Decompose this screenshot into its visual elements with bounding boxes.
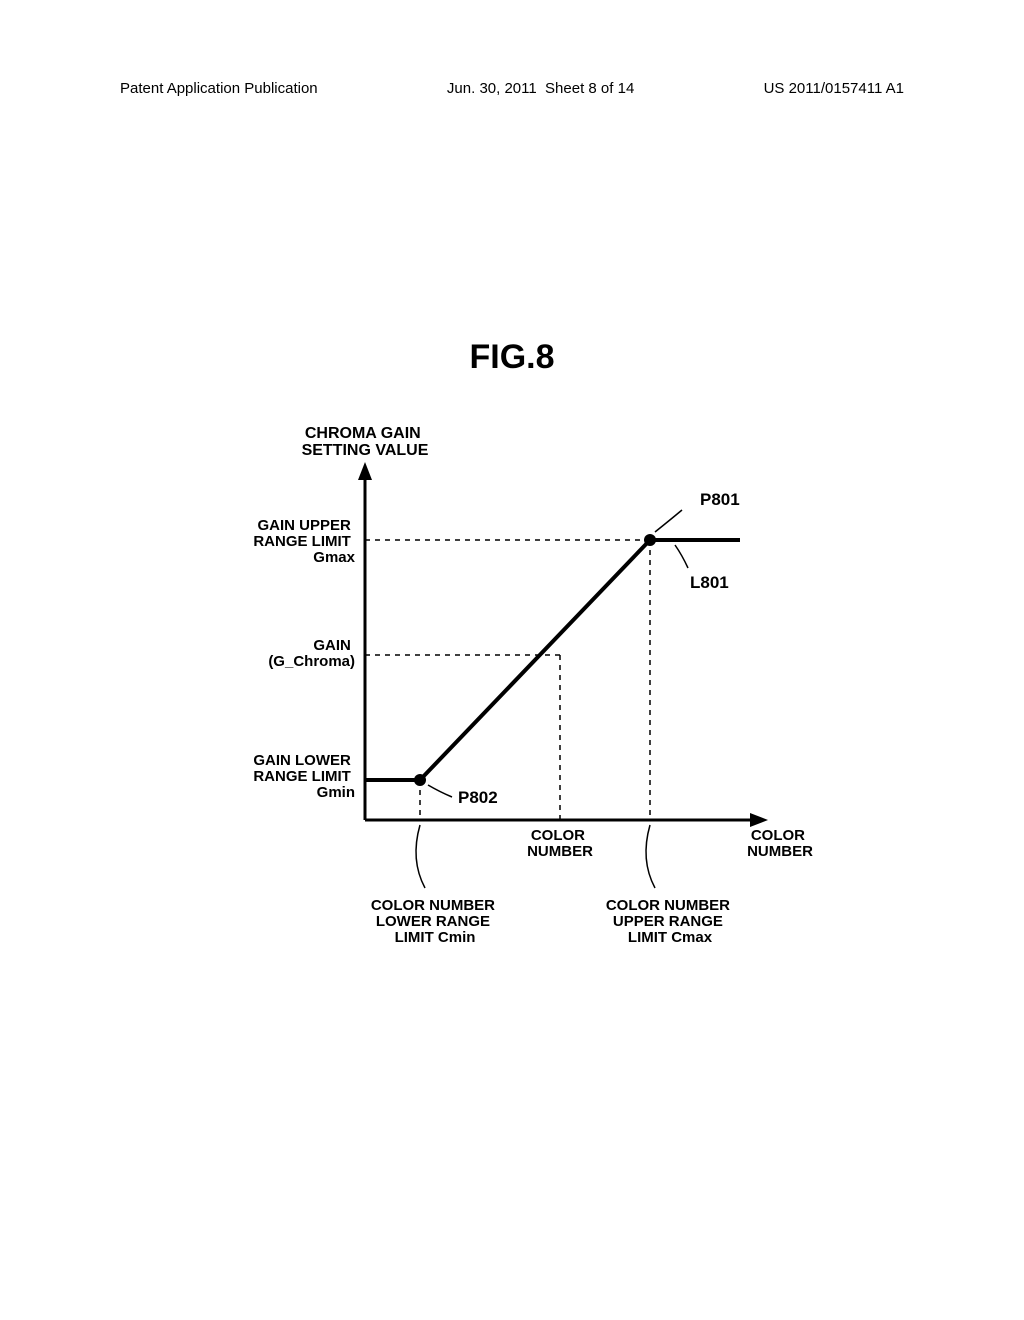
x-label-cmax: COLOR NUMBER UPPER RANGE LIMIT Cmax	[606, 897, 734, 946]
page-header: Patent Application Publication Jun. 30, …	[120, 80, 904, 97]
label-l801: L801	[690, 573, 729, 592]
leader-p801	[655, 510, 682, 532]
point-p802	[414, 774, 426, 786]
x-label-mid: COLOR NUMBER	[527, 827, 593, 860]
label-p802: P802	[458, 788, 498, 807]
leader-cmax	[646, 825, 655, 888]
header-center: Jun. 30, 2011 Sheet 8 of 14	[447, 80, 634, 97]
y-axis-title: CHROMA GAIN SETTING VALUE	[302, 425, 429, 459]
leader-p802	[428, 785, 452, 797]
chroma-gain-chart: CHROMA GAIN SETTING VALUE GAIN UPPER RAN…	[170, 420, 870, 980]
x-axis	[365, 813, 768, 827]
header-left: Patent Application Publication	[120, 80, 318, 97]
y-label-gmid: GAIN (G_Chroma)	[268, 637, 355, 670]
point-p801	[644, 534, 656, 546]
y-label-gmax: GAIN UPPER RANGE LIMIT Gmax	[253, 517, 355, 566]
y-label-gmin: GAIN LOWER RANGE LIMIT Gmin	[253, 752, 355, 801]
leader-cmin	[416, 825, 425, 888]
x-label-cmin: COLOR NUMBER LOWER RANGE LIMIT Cmin	[371, 897, 499, 946]
figure-title: FIG.8	[0, 338, 1024, 377]
curve-l801	[365, 540, 740, 780]
header-right: US 2011/0157411 A1	[764, 80, 904, 97]
x-label-right: COLOR NUMBER	[747, 827, 813, 860]
leader-l801	[675, 545, 688, 568]
label-p801: P801	[700, 490, 740, 509]
y-axis	[358, 462, 372, 820]
